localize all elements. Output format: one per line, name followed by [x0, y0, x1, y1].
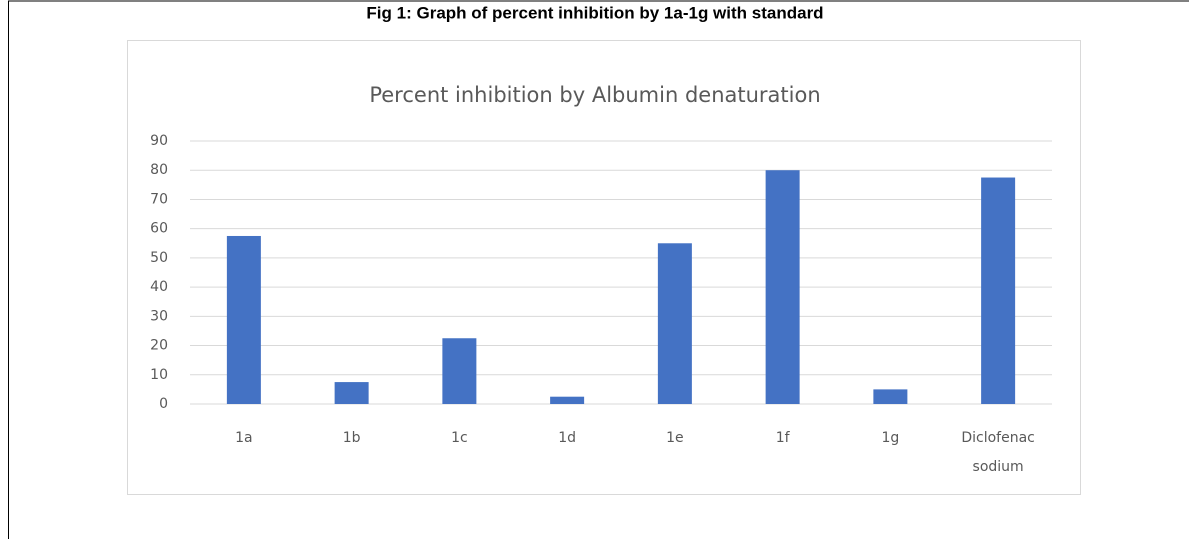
y-tick-label: 80 — [150, 162, 168, 178]
bar — [657, 243, 692, 404]
x-tick-label: 1f — [776, 430, 791, 446]
y-tick-label: 30 — [150, 308, 168, 324]
x-tick-label: 1c — [451, 430, 468, 446]
bar — [226, 235, 261, 404]
y-tick-label: 60 — [150, 221, 168, 237]
y-tick-label: 40 — [150, 279, 168, 295]
x-tick-label: 1e — [666, 430, 684, 446]
y-tick-label: 10 — [150, 367, 168, 383]
figure-caption: Fig 1: Graph of percent inhibition by 1a… — [366, 3, 823, 22]
x-tick-label: 1d — [558, 430, 576, 446]
bar — [334, 382, 369, 404]
bar — [442, 338, 477, 404]
y-tick-label: 70 — [150, 191, 168, 207]
bar — [873, 389, 908, 404]
x-tick-label: 1g — [881, 430, 899, 446]
y-tick-label: 20 — [150, 338, 168, 354]
x-tick-label: 1b — [343, 430, 361, 446]
bar — [550, 396, 585, 404]
x-tick-label: 1a — [235, 430, 253, 446]
y-tick-label: 50 — [150, 250, 168, 266]
bar — [981, 177, 1016, 404]
bar — [765, 170, 800, 404]
y-tick-label: 90 — [150, 133, 168, 149]
chart-area — [127, 40, 1081, 495]
chart-title: Percent inhibition by Albumin denaturati… — [369, 83, 820, 107]
y-tick-label: 0 — [159, 396, 168, 412]
x-tick-label: Diclofenac sodium — [961, 430, 1035, 475]
